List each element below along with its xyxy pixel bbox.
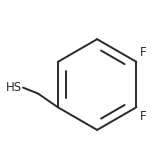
Text: F: F bbox=[139, 110, 146, 123]
Text: F: F bbox=[139, 46, 146, 59]
Text: HS: HS bbox=[5, 81, 21, 94]
